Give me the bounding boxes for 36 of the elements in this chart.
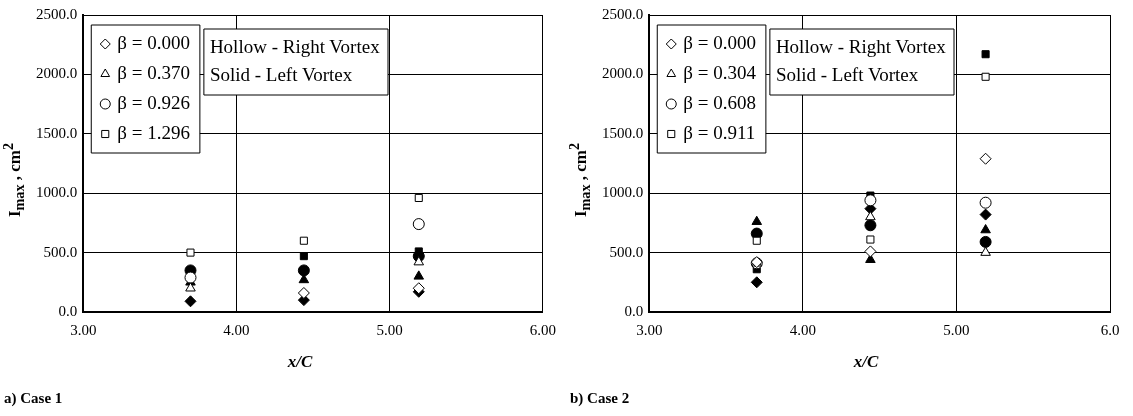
annotation: Solid - Left Vortex <box>209 63 353 85</box>
y-tick-label: 1500.0 <box>602 124 644 141</box>
legend-label: β = 0.000 <box>683 31 756 53</box>
y-tick-label: 500.0 <box>609 243 644 260</box>
legend-label: β = 0.370 <box>117 61 190 83</box>
x-tick-label: 3.00 <box>636 321 663 338</box>
y-tick-label: 2500.0 <box>36 5 78 22</box>
x-tick-label: 6.0 <box>1100 321 1120 338</box>
y-tick-label: 1000.0 <box>36 184 78 201</box>
text: b) Case 2 <box>570 390 630 407</box>
y-tick-label: 0.0 <box>58 302 78 319</box>
x-axis-title: x/C <box>853 352 879 372</box>
y-tick-label: 2500.0 <box>602 5 644 22</box>
legend-label: β = 0.000 <box>117 31 190 53</box>
legend-label: β = 0.911 <box>683 121 756 143</box>
legend-label: β = 0.926 <box>117 91 190 113</box>
x-tick-label: 4.00 <box>789 321 816 338</box>
legend-label: β = 0.304 <box>683 61 757 83</box>
x-tick-label: 6.00 <box>529 321 556 338</box>
annotation: Hollow - Right Vortex <box>775 35 947 57</box>
annotation: Solid - Left Vortex <box>775 63 919 85</box>
legend-label: β = 0.608 <box>683 91 756 113</box>
x-tick-label: 4.00 <box>223 321 250 338</box>
y-tick-label: 2000.0 <box>602 65 644 82</box>
y-tick-label: 500.0 <box>43 243 78 260</box>
legend-label: β = 1.296 <box>117 121 190 143</box>
text: a) Case 1 <box>4 390 63 407</box>
annotation: Hollow - Right Vortex <box>209 35 381 57</box>
y-tick-label: 1500.0 <box>36 124 78 141</box>
x-tick-label: 3.00 <box>70 321 97 338</box>
x-axis-title: x/C <box>287 352 313 372</box>
y-tick-label: 0.0 <box>624 302 644 319</box>
x-tick-label: 5.00 <box>376 321 403 338</box>
y-tick-label: 1000.0 <box>602 184 644 201</box>
x-tick-label: 5.00 <box>943 321 970 338</box>
y-tick-label: 2000.0 <box>36 65 78 82</box>
